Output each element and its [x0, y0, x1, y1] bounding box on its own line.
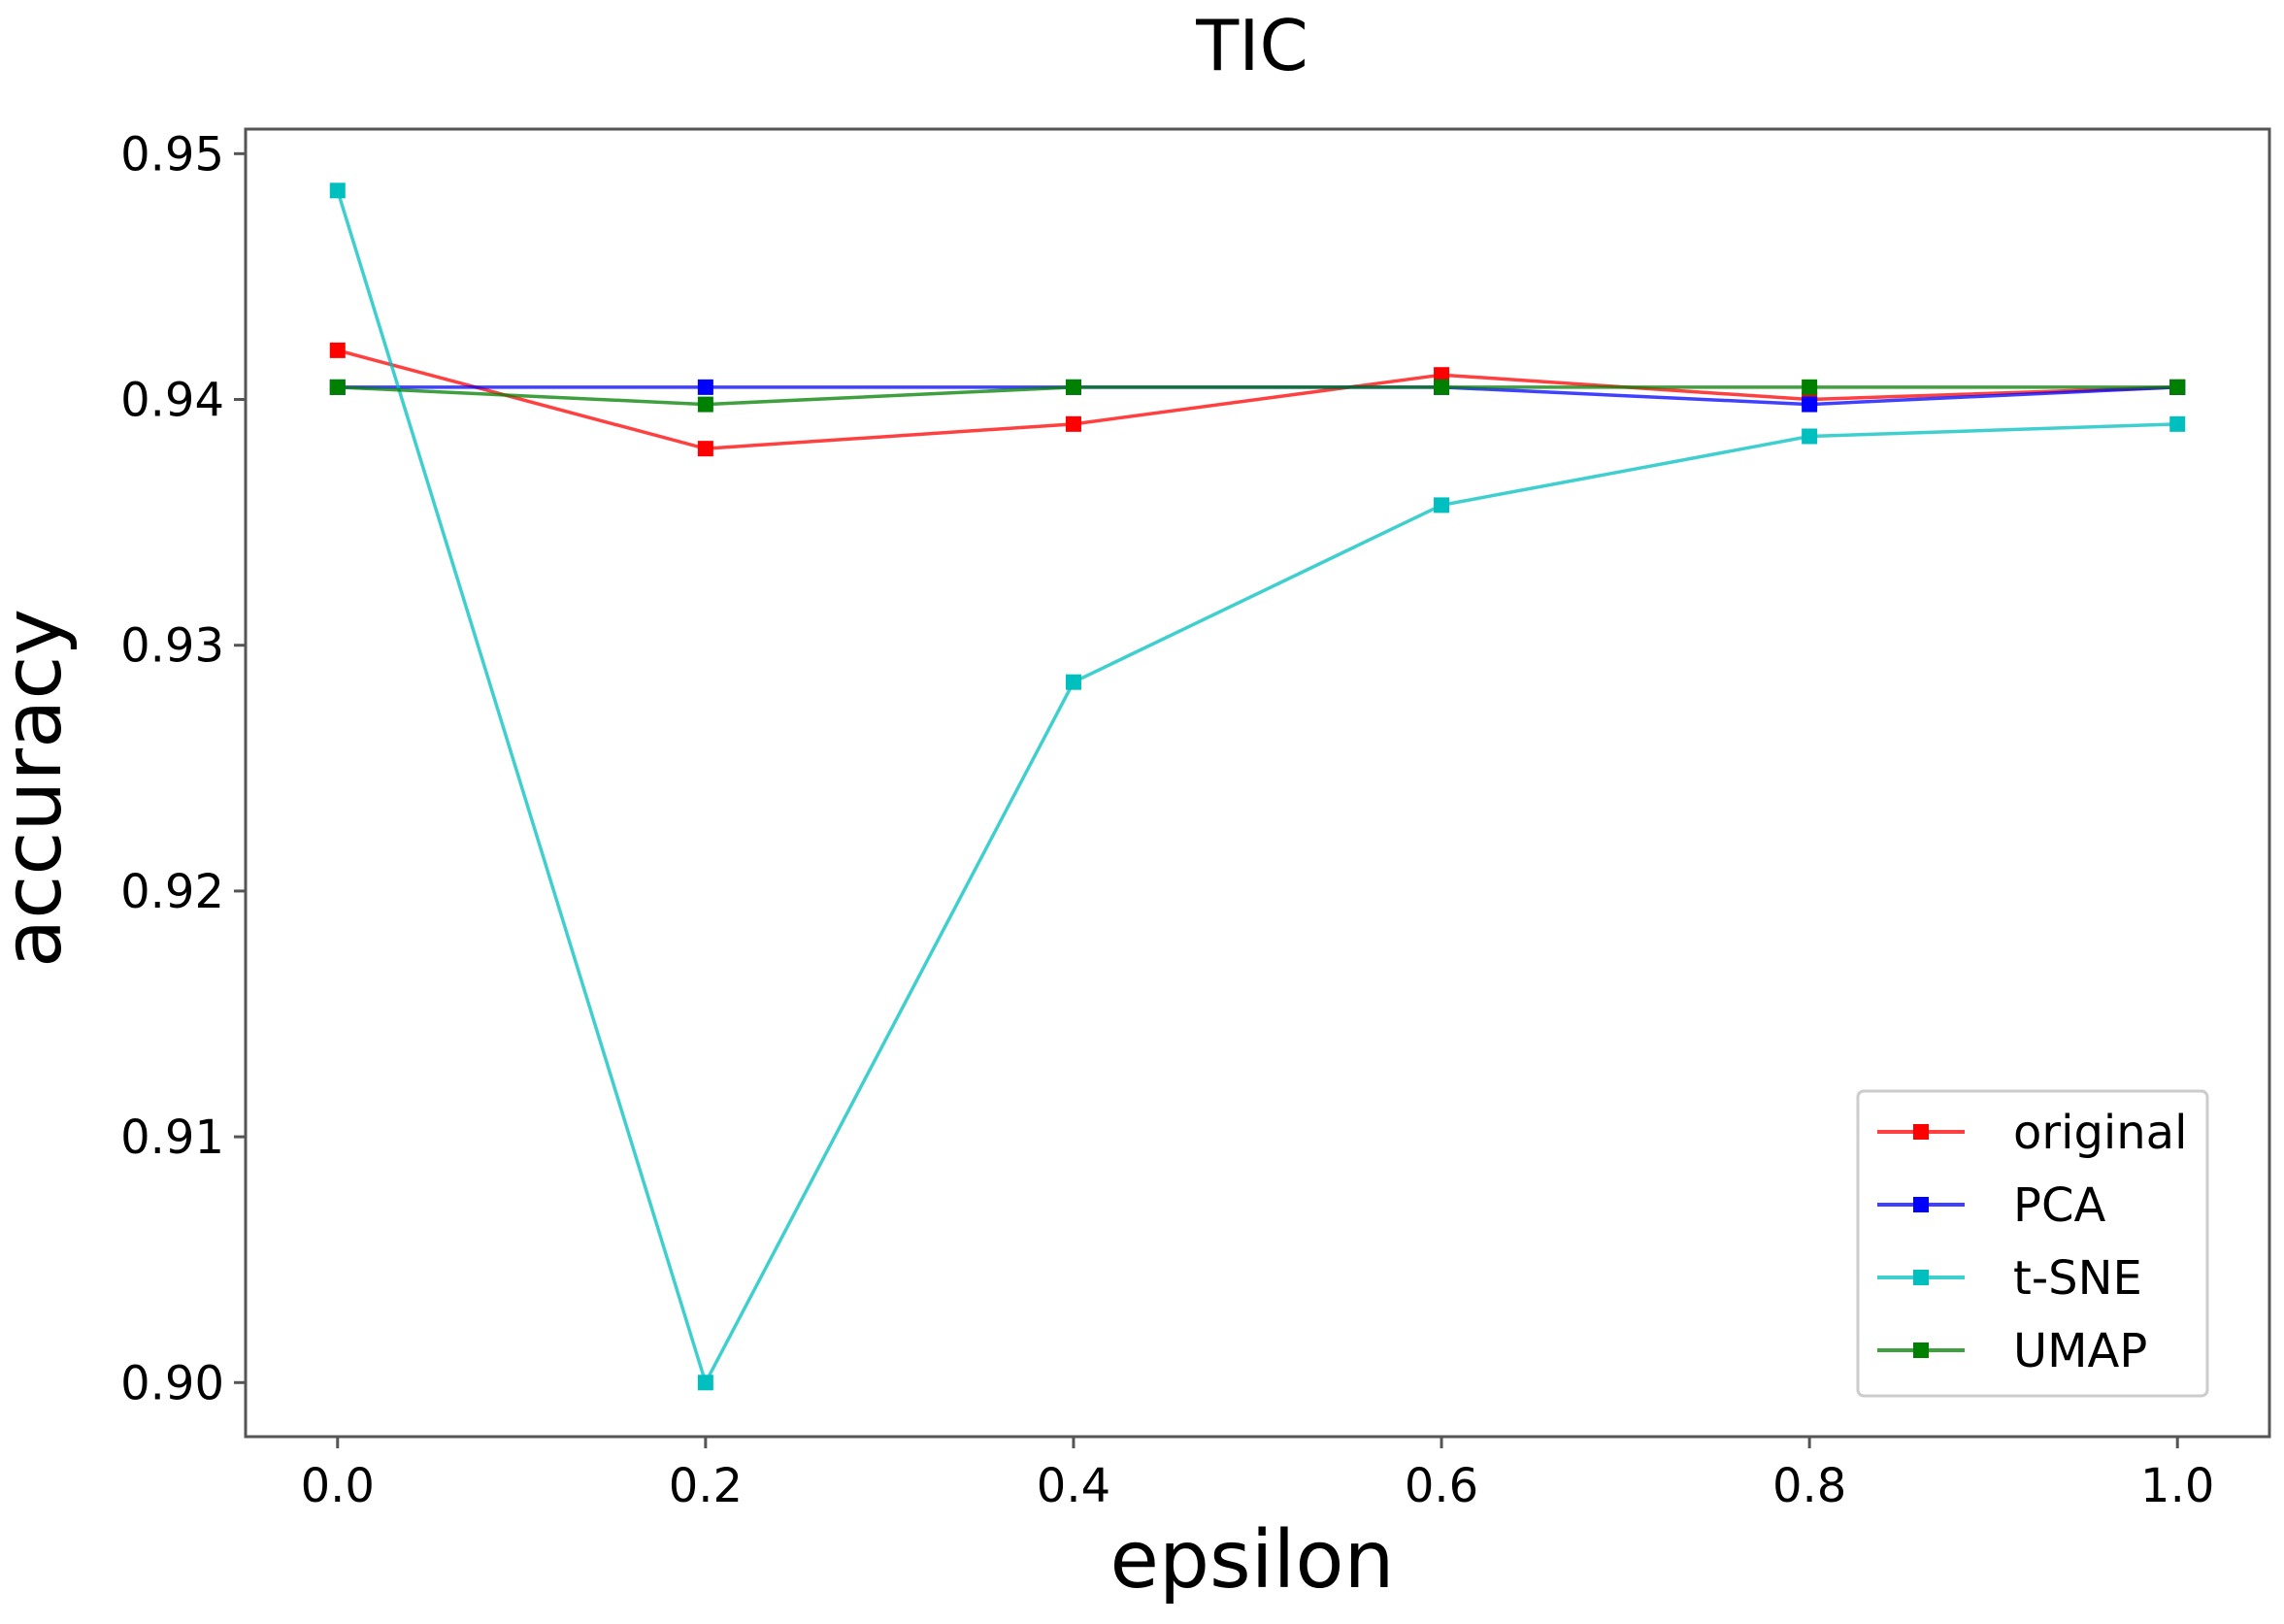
data-point — [1802, 379, 1818, 395]
legend-swatch-marker — [1913, 1124, 1929, 1140]
data-point — [1434, 367, 1450, 383]
y-tick-label: 0.95 — [120, 127, 224, 182]
legend-label: original — [2013, 1106, 2187, 1160]
data-point — [1065, 415, 1081, 432]
data-point — [329, 182, 346, 199]
data-point — [1065, 379, 1081, 395]
legend-frame — [1856, 1089, 2209, 1398]
series-line — [337, 348, 2178, 450]
y-axis-label: accuracy — [0, 609, 80, 968]
legend-swatch-marker — [1913, 1270, 1929, 1285]
data-point — [2169, 415, 2186, 432]
legend-label: UMAP — [2013, 1324, 2147, 1378]
data-point — [697, 396, 713, 413]
data-point — [1434, 379, 1450, 395]
y-tick-label: 0.90 — [120, 1356, 224, 1410]
y-tick-label: 0.91 — [120, 1110, 224, 1165]
legend-item: original — [1877, 1106, 2187, 1160]
series-umap — [329, 379, 2186, 413]
x-axis-label: epsilon — [1110, 1514, 1395, 1607]
legend-label: t-SNE — [2013, 1251, 2142, 1306]
data-point — [2169, 379, 2186, 395]
series-line — [336, 189, 2178, 1387]
data-point — [697, 1375, 713, 1391]
y-tick-label: 0.94 — [120, 374, 224, 428]
data-point — [1802, 428, 1818, 445]
data-point — [1802, 396, 1818, 413]
legend-item: PCA — [1877, 1178, 2105, 1233]
x-tick-label: 0.0 — [301, 1459, 375, 1513]
legend-swatch-marker — [1913, 1197, 1929, 1212]
y-tick-label: 0.92 — [120, 865, 224, 919]
data-point — [329, 379, 346, 395]
x-tick-label: 0.4 — [1037, 1459, 1110, 1513]
x-tick-label: 1.0 — [2140, 1459, 2214, 1513]
series-lines — [329, 182, 2186, 1391]
data-point — [1434, 497, 1450, 514]
data-point — [1065, 674, 1081, 690]
y-tick-label: 0.93 — [120, 619, 224, 674]
legend-swatch-marker — [1913, 1342, 1929, 1358]
legend-item: t-SNE — [1877, 1251, 2142, 1306]
series-t-sne — [329, 182, 2186, 1391]
data-point — [329, 342, 346, 358]
x-tick-label: 0.8 — [1772, 1459, 1846, 1513]
legend-label: PCA — [2013, 1178, 2105, 1233]
series-line — [337, 385, 2178, 407]
x-tick-label: 0.6 — [1405, 1459, 1478, 1513]
data-point — [697, 379, 713, 395]
data-point — [697, 441, 713, 457]
x-tick-label: 0.2 — [669, 1459, 743, 1513]
legend: original PCA t-SNE UMAP — [1856, 1089, 2209, 1398]
legend-item: UMAP — [1877, 1324, 2147, 1378]
axis-ticks: 0.0 0.2 0.4 0.6 0.8 1.0 0.90 0.91 0.92 0.93 0.94 0.… — [120, 127, 2214, 1513]
plot-area-frame — [244, 127, 2271, 1439]
chart-title: TIC — [1195, 5, 1308, 86]
